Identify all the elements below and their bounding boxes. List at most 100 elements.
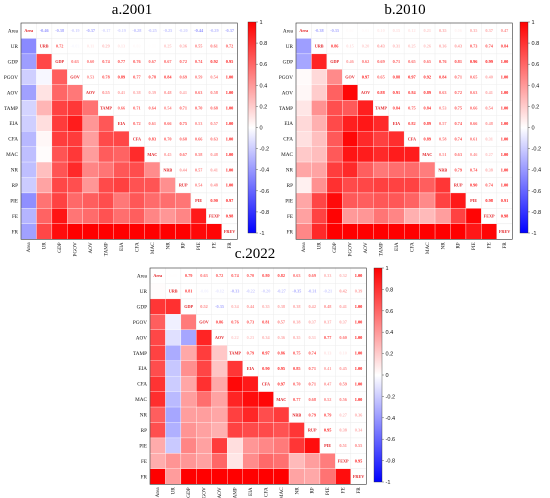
column-label: AOV	[363, 242, 369, 253]
heat-cell	[67, 130, 83, 147]
colorbar-tick-label: -0.6	[260, 189, 270, 195]
value-label: 0.91	[393, 90, 401, 95]
value-label: -0.19	[71, 28, 80, 33]
value-label: 0.42	[308, 304, 316, 309]
heat-cell	[465, 208, 482, 224]
value-label: 0.63	[293, 273, 301, 278]
heat-cell	[288, 437, 305, 454]
value-label: 1.00	[355, 304, 363, 309]
value-label: 0.52	[324, 397, 332, 402]
colorbar-tick-label: -0.4	[260, 168, 270, 174]
value-label: 1.00	[226, 152, 234, 157]
value-label: 0.48	[210, 183, 218, 188]
heat-cell	[419, 223, 436, 240]
heat-cell	[242, 422, 259, 439]
heat-cell	[434, 177, 451, 194]
heat-cell	[82, 161, 99, 178]
value-label: 1.00	[501, 183, 509, 188]
heat-cell	[419, 177, 436, 194]
heat-cell	[128, 192, 145, 209]
value-label: 0.51	[339, 443, 347, 448]
value-label: 0.48	[485, 121, 493, 126]
heat-cell	[20, 161, 37, 178]
value-label: 0.10	[339, 350, 347, 355]
heat-cell	[165, 375, 182, 392]
heat-cell	[175, 208, 192, 224]
value-label: 0.71	[308, 366, 316, 371]
value-label: 0.97	[362, 75, 370, 80]
heat-cell	[326, 223, 343, 240]
diagonal-label: GDP	[330, 59, 339, 64]
heat-cell	[326, 69, 343, 85]
colorbar-tick-label: 0.6	[260, 62, 268, 68]
value-label: 0.84	[164, 75, 172, 80]
value-label: 0.73	[247, 320, 255, 325]
value-label: 0.65	[424, 59, 432, 64]
heat-cell	[211, 406, 228, 423]
heat-cell	[144, 161, 161, 178]
value-label: 0.32	[339, 273, 347, 278]
value-label: 0.90	[262, 366, 270, 371]
heat-cell	[20, 130, 37, 147]
value-label: 0.67	[164, 59, 172, 64]
value-label: 0.36	[355, 412, 363, 417]
heatmap-panel-1: b.2010 Area -0.38 -0.35 0.02 0.03 0.10 0.15 0.12…	[279, 2, 541, 256]
heat-cell	[227, 406, 243, 423]
heat-cell	[165, 468, 182, 485]
heat-cell	[51, 69, 68, 85]
value-label: 0.70	[164, 136, 172, 141]
row-label: GDP	[283, 59, 293, 65]
matrix-frame	[149, 267, 367, 485]
heat-cell	[196, 391, 212, 408]
value-label: 0.38	[485, 167, 493, 172]
value-label: 1.00	[355, 381, 363, 386]
value-label: 0.82	[408, 121, 416, 126]
heat-cell	[180, 345, 197, 361]
diagonal-label: URB	[169, 289, 178, 294]
heat-cell	[196, 406, 212, 423]
heat-cell	[165, 437, 182, 454]
heat-cell	[144, 192, 161, 209]
value-label: 0.66	[195, 136, 203, 141]
row-label: UR	[286, 44, 294, 50]
heat-cell	[36, 100, 53, 116]
value-label: 0.98	[226, 214, 234, 219]
heat-cell	[295, 177, 312, 194]
value-label: 0.44	[179, 167, 187, 172]
heat-cell	[311, 161, 328, 178]
value-label: 0.63	[71, 59, 79, 64]
value-label: 0.81	[185, 289, 193, 294]
value-label: 0.54	[195, 183, 203, 188]
column-label: PGOV	[348, 242, 354, 256]
row-label: FR	[287, 229, 294, 235]
heat-cell	[295, 53, 312, 70]
value-label: 0.88	[393, 75, 401, 80]
value-label: -0.25	[163, 28, 172, 33]
heat-cell	[403, 161, 420, 178]
value-label: 0.57	[195, 167, 203, 172]
value-label: 1.00	[226, 136, 234, 141]
heat-cell	[295, 100, 312, 116]
heat-cell	[51, 130, 68, 147]
row-label: UR	[11, 44, 19, 50]
value-label: 0.99	[485, 59, 493, 64]
heat-cell	[342, 177, 358, 194]
diagonal-label: AOV	[361, 90, 370, 95]
value-label: 0.53	[439, 105, 447, 110]
row-label: FR	[12, 229, 19, 235]
colorbar-tick-label: -1	[260, 231, 265, 237]
value-label: 1.00	[226, 105, 234, 110]
value-label: 0.51	[439, 152, 447, 157]
value-label: 0.95	[278, 366, 286, 371]
heat-cell	[273, 437, 290, 454]
column-label: EIA	[248, 487, 254, 496]
diagonal-label: AOV	[215, 335, 224, 340]
heat-cell	[36, 161, 53, 178]
column-label: Area	[155, 487, 161, 498]
diagonal-label: MAC	[276, 397, 286, 402]
heat-cell	[206, 223, 222, 240]
value-label: 1.00	[501, 59, 509, 64]
value-label: 0.54	[485, 105, 493, 110]
heat-cell	[20, 208, 37, 224]
heat-cell	[211, 453, 228, 469]
